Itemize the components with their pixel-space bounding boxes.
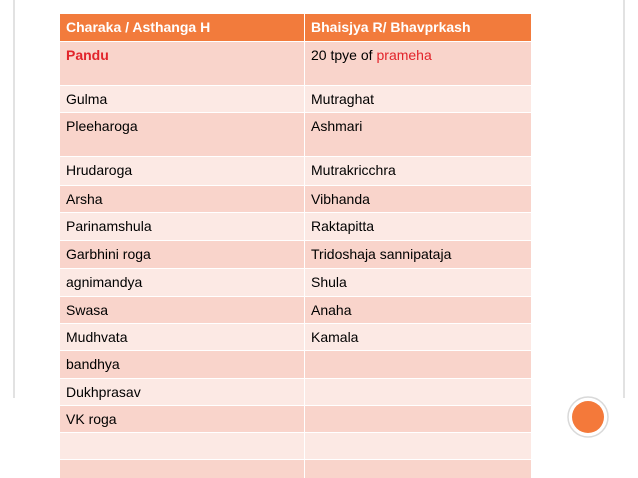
table-cell: Parinamshula [60, 213, 305, 241]
table-cell: Dukhprasav [60, 379, 305, 406]
table-cell: Mudhvata [60, 324, 305, 351]
cell-text: Mutraghat [311, 91, 375, 107]
cell-text: Tridoshaja sannipataja [311, 246, 452, 262]
cell-text: Pleeharoga [66, 118, 138, 134]
cell-text: prameha [376, 47, 432, 63]
header-cell: Bhaisjya R/ Bhavprkash [305, 14, 532, 42]
cell-text: Ashmari [311, 118, 363, 134]
table-cell: 20 tpye of prameha [305, 42, 532, 86]
table-cell [305, 460, 532, 478]
table-cell: Anaha [305, 297, 532, 324]
cell-text: Dukhprasav [66, 384, 141, 400]
table-cell: Swasa [60, 297, 305, 324]
cell-text: Parinamshula [66, 218, 152, 234]
table-cell: VK roga [60, 406, 305, 433]
dot [572, 401, 604, 433]
cell-text: Swasa [66, 302, 109, 318]
cell-text: Anaha [311, 302, 352, 318]
table-cell: Mutraghat [305, 86, 532, 113]
table-cell: Ashmari [305, 113, 532, 157]
table-cell: Gulma [60, 86, 305, 113]
table-cell: Mutrakricchra [305, 157, 532, 186]
table-cell: Garbhini roga [60, 241, 305, 269]
cell-text: Kamala [311, 329, 359, 345]
table-cell: Pandu [60, 42, 305, 86]
table-cell [305, 351, 532, 379]
cell-text: 20 tpye of [311, 47, 373, 63]
cell-text: VK roga [66, 411, 117, 427]
table-cell: Vibhanda [305, 186, 532, 213]
table-cell: bandhya [60, 351, 305, 379]
table-cell: Shula [305, 269, 532, 297]
cell-text: Charaka / Asthanga H [66, 19, 211, 35]
table-cell: Pleeharoga [60, 113, 305, 157]
cell-text: Garbhini roga [66, 246, 151, 262]
cell-text: Raktapitta [311, 218, 375, 234]
table-cell: Kamala [305, 324, 532, 351]
cell-text: Vibhanda [311, 191, 370, 207]
cell-text: Pandu [66, 47, 109, 63]
cell-text: Arsha [66, 191, 103, 207]
table-cell: Tridoshaja sannipataja [305, 241, 532, 269]
cell-text: Mudhvata [66, 329, 128, 345]
cell-text: Mutrakricchra [311, 162, 396, 178]
table-cell [305, 379, 532, 406]
cell-text: Hrudaroga [66, 162, 133, 178]
header-cell: Charaka / Asthanga H [60, 14, 305, 42]
cell-text: Gulma [66, 91, 108, 107]
table-cell: Raktapitta [305, 213, 532, 241]
cell-text: Shula [311, 274, 347, 290]
table-cell [60, 460, 305, 478]
table-cell [60, 433, 305, 460]
table-cell [305, 406, 532, 433]
table-cell: agnimandya [60, 269, 305, 297]
cell-text: agnimandya [66, 274, 143, 290]
cell-text: bandhya [66, 356, 120, 372]
cell-text: Bhaisjya R/ Bhavprkash [311, 19, 471, 35]
table-cell [305, 433, 532, 460]
table-cell: Hrudaroga [60, 157, 305, 186]
table-cell: Arsha [60, 186, 305, 213]
